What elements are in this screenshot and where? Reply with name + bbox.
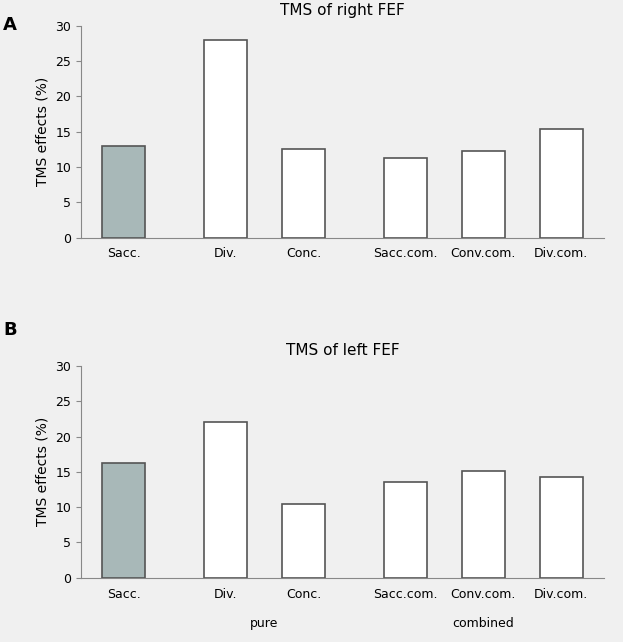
Bar [540, 477, 583, 578]
Y-axis label: TMS effects (%): TMS effects (%) [36, 417, 50, 526]
Title: TMS of right FEF: TMS of right FEF [280, 3, 405, 17]
Bar [282, 150, 325, 238]
Bar [282, 505, 325, 578]
Text: B: B [3, 321, 17, 339]
Bar [462, 151, 505, 238]
Bar [204, 40, 247, 238]
Text: pure: pure [250, 616, 278, 630]
Bar [540, 130, 583, 238]
Bar [462, 471, 505, 578]
Text: combined: combined [452, 616, 514, 630]
Bar [384, 158, 427, 238]
Bar [102, 464, 145, 578]
Bar [204, 422, 247, 578]
Text: A: A [3, 16, 17, 34]
Bar [384, 482, 427, 578]
Title: TMS of left FEF: TMS of left FEF [286, 343, 399, 358]
Y-axis label: TMS effects (%): TMS effects (%) [36, 77, 50, 186]
Bar [102, 146, 145, 238]
